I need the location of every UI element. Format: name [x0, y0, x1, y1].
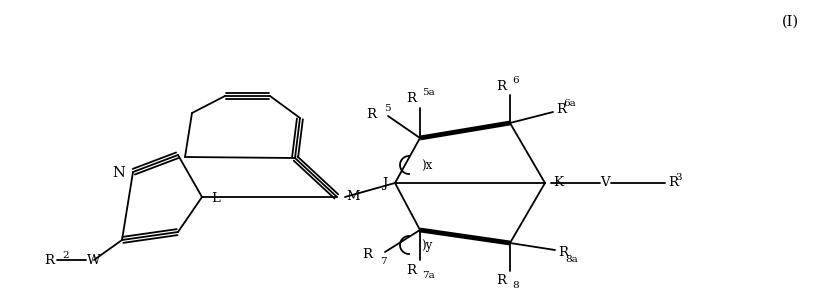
- Text: R: R: [44, 253, 54, 267]
- Text: 7: 7: [380, 256, 386, 266]
- Text: R: R: [556, 103, 566, 115]
- Text: L: L: [211, 192, 220, 206]
- Text: R: R: [362, 248, 372, 262]
- Text: (I): (I): [782, 15, 799, 29]
- Text: K: K: [553, 177, 563, 189]
- Text: V: V: [600, 177, 610, 189]
- Text: 3: 3: [675, 174, 681, 182]
- Text: )y: )y: [421, 240, 432, 252]
- Text: )x: )x: [421, 159, 432, 173]
- Text: 6: 6: [512, 76, 518, 84]
- Text: R: R: [496, 80, 506, 92]
- Text: W: W: [87, 253, 101, 267]
- Text: R: R: [668, 177, 678, 189]
- Text: M: M: [346, 191, 359, 203]
- Text: N: N: [112, 166, 125, 180]
- Text: 8: 8: [512, 282, 518, 290]
- Text: R: R: [406, 263, 416, 277]
- Text: J: J: [381, 177, 387, 189]
- Text: 2: 2: [62, 251, 68, 259]
- Text: R: R: [558, 247, 568, 259]
- Text: R: R: [366, 107, 376, 121]
- Text: R: R: [496, 274, 506, 286]
- Text: 8a: 8a: [565, 255, 578, 263]
- Text: 7a: 7a: [422, 271, 434, 281]
- Text: 5: 5: [384, 103, 390, 113]
- Text: 6a: 6a: [563, 99, 575, 107]
- Text: R: R: [406, 91, 416, 105]
- Text: 5a: 5a: [422, 88, 434, 96]
